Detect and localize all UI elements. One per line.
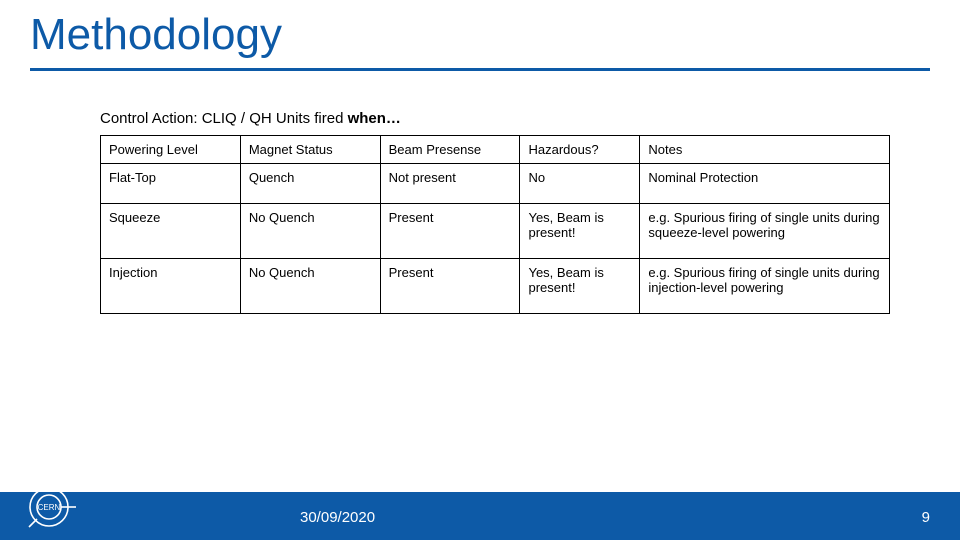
table-cell: Present [380, 259, 520, 314]
table-header: Hazardous? [520, 136, 640, 164]
table-cell: No Quench [240, 204, 380, 259]
table-row: Squeeze No Quench Present Yes, Beam is p… [101, 204, 890, 259]
table-cell: Flat-Top [101, 164, 241, 204]
methodology-table: Powering Level Magnet Status Beam Presen… [100, 135, 890, 314]
slide-title: Methodology [30, 10, 282, 60]
footer-date: 30/09/2020 [300, 509, 375, 526]
table-cell: Injection [101, 259, 241, 314]
subtitle: Control Action: CLIQ / QH Units fired wh… [100, 110, 401, 127]
table-cell: Nominal Protection [640, 164, 890, 204]
table-cell: Present [380, 204, 520, 259]
svg-text:CERN: CERN [38, 503, 61, 512]
table-cell: e.g. Spurious firing of single units dur… [640, 259, 890, 314]
table-cell: Squeeze [101, 204, 241, 259]
table-cell: Not present [380, 164, 520, 204]
table-header: Beam Presense [380, 136, 520, 164]
table-cell: Yes, Beam is present! [520, 204, 640, 259]
cern-logo-icon: CERN [22, 480, 76, 534]
title-underline [30, 68, 930, 71]
table-header-row: Powering Level Magnet Status Beam Presen… [101, 136, 890, 164]
subtitle-bold: when… [348, 110, 401, 127]
table-cell: e.g. Spurious firing of single units dur… [640, 204, 890, 259]
table-cell: Yes, Beam is present! [520, 259, 640, 314]
table-cell: No Quench [240, 259, 380, 314]
table-header: Magnet Status [240, 136, 380, 164]
footer-page-number: 9 [922, 509, 930, 526]
table-cell: Quench [240, 164, 380, 204]
table-cell: No [520, 164, 640, 204]
table-header: Powering Level [101, 136, 241, 164]
table-row: Injection No Quench Present Yes, Beam is… [101, 259, 890, 314]
table-header: Notes [640, 136, 890, 164]
table-row: Flat-Top Quench Not present No Nominal P… [101, 164, 890, 204]
footer-bar: 30/09/2020 9 [0, 492, 960, 540]
subtitle-prefix: Control Action: CLIQ / QH Units fired [100, 110, 348, 127]
